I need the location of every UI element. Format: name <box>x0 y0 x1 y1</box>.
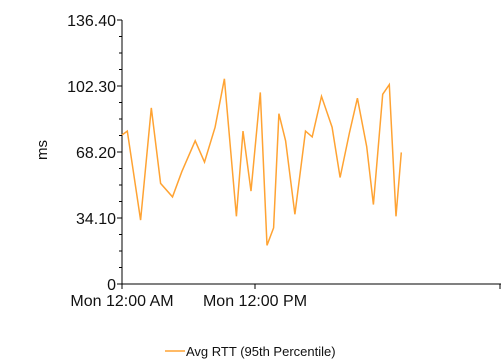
y-tick-label: 102.30 <box>67 79 116 96</box>
y-tick-label: 68.20 <box>76 145 116 162</box>
x-axis-ticks: Mon 12:00 AM Mon 12:00 PM <box>70 284 501 310</box>
x-tick-label: Mon 12:00 PM <box>203 293 307 310</box>
legend-label: Avg RTT (95th Percentile) <box>186 344 336 359</box>
series-line-avg-rtt <box>121 78 403 246</box>
legend: Avg RTT (95th Percentile) <box>165 344 336 359</box>
y-tick-label: 0 <box>107 277 116 294</box>
y-tick-label: 34.10 <box>76 211 116 228</box>
x-tick-label: Mon 12:00 AM <box>70 293 173 310</box>
y-axis-label: ms <box>34 140 51 160</box>
series-group <box>121 78 403 246</box>
y-axis-ticks: 0 34.10 68.20 102.30 136.40 <box>67 13 122 294</box>
y-tick-label: 136.40 <box>67 13 116 30</box>
